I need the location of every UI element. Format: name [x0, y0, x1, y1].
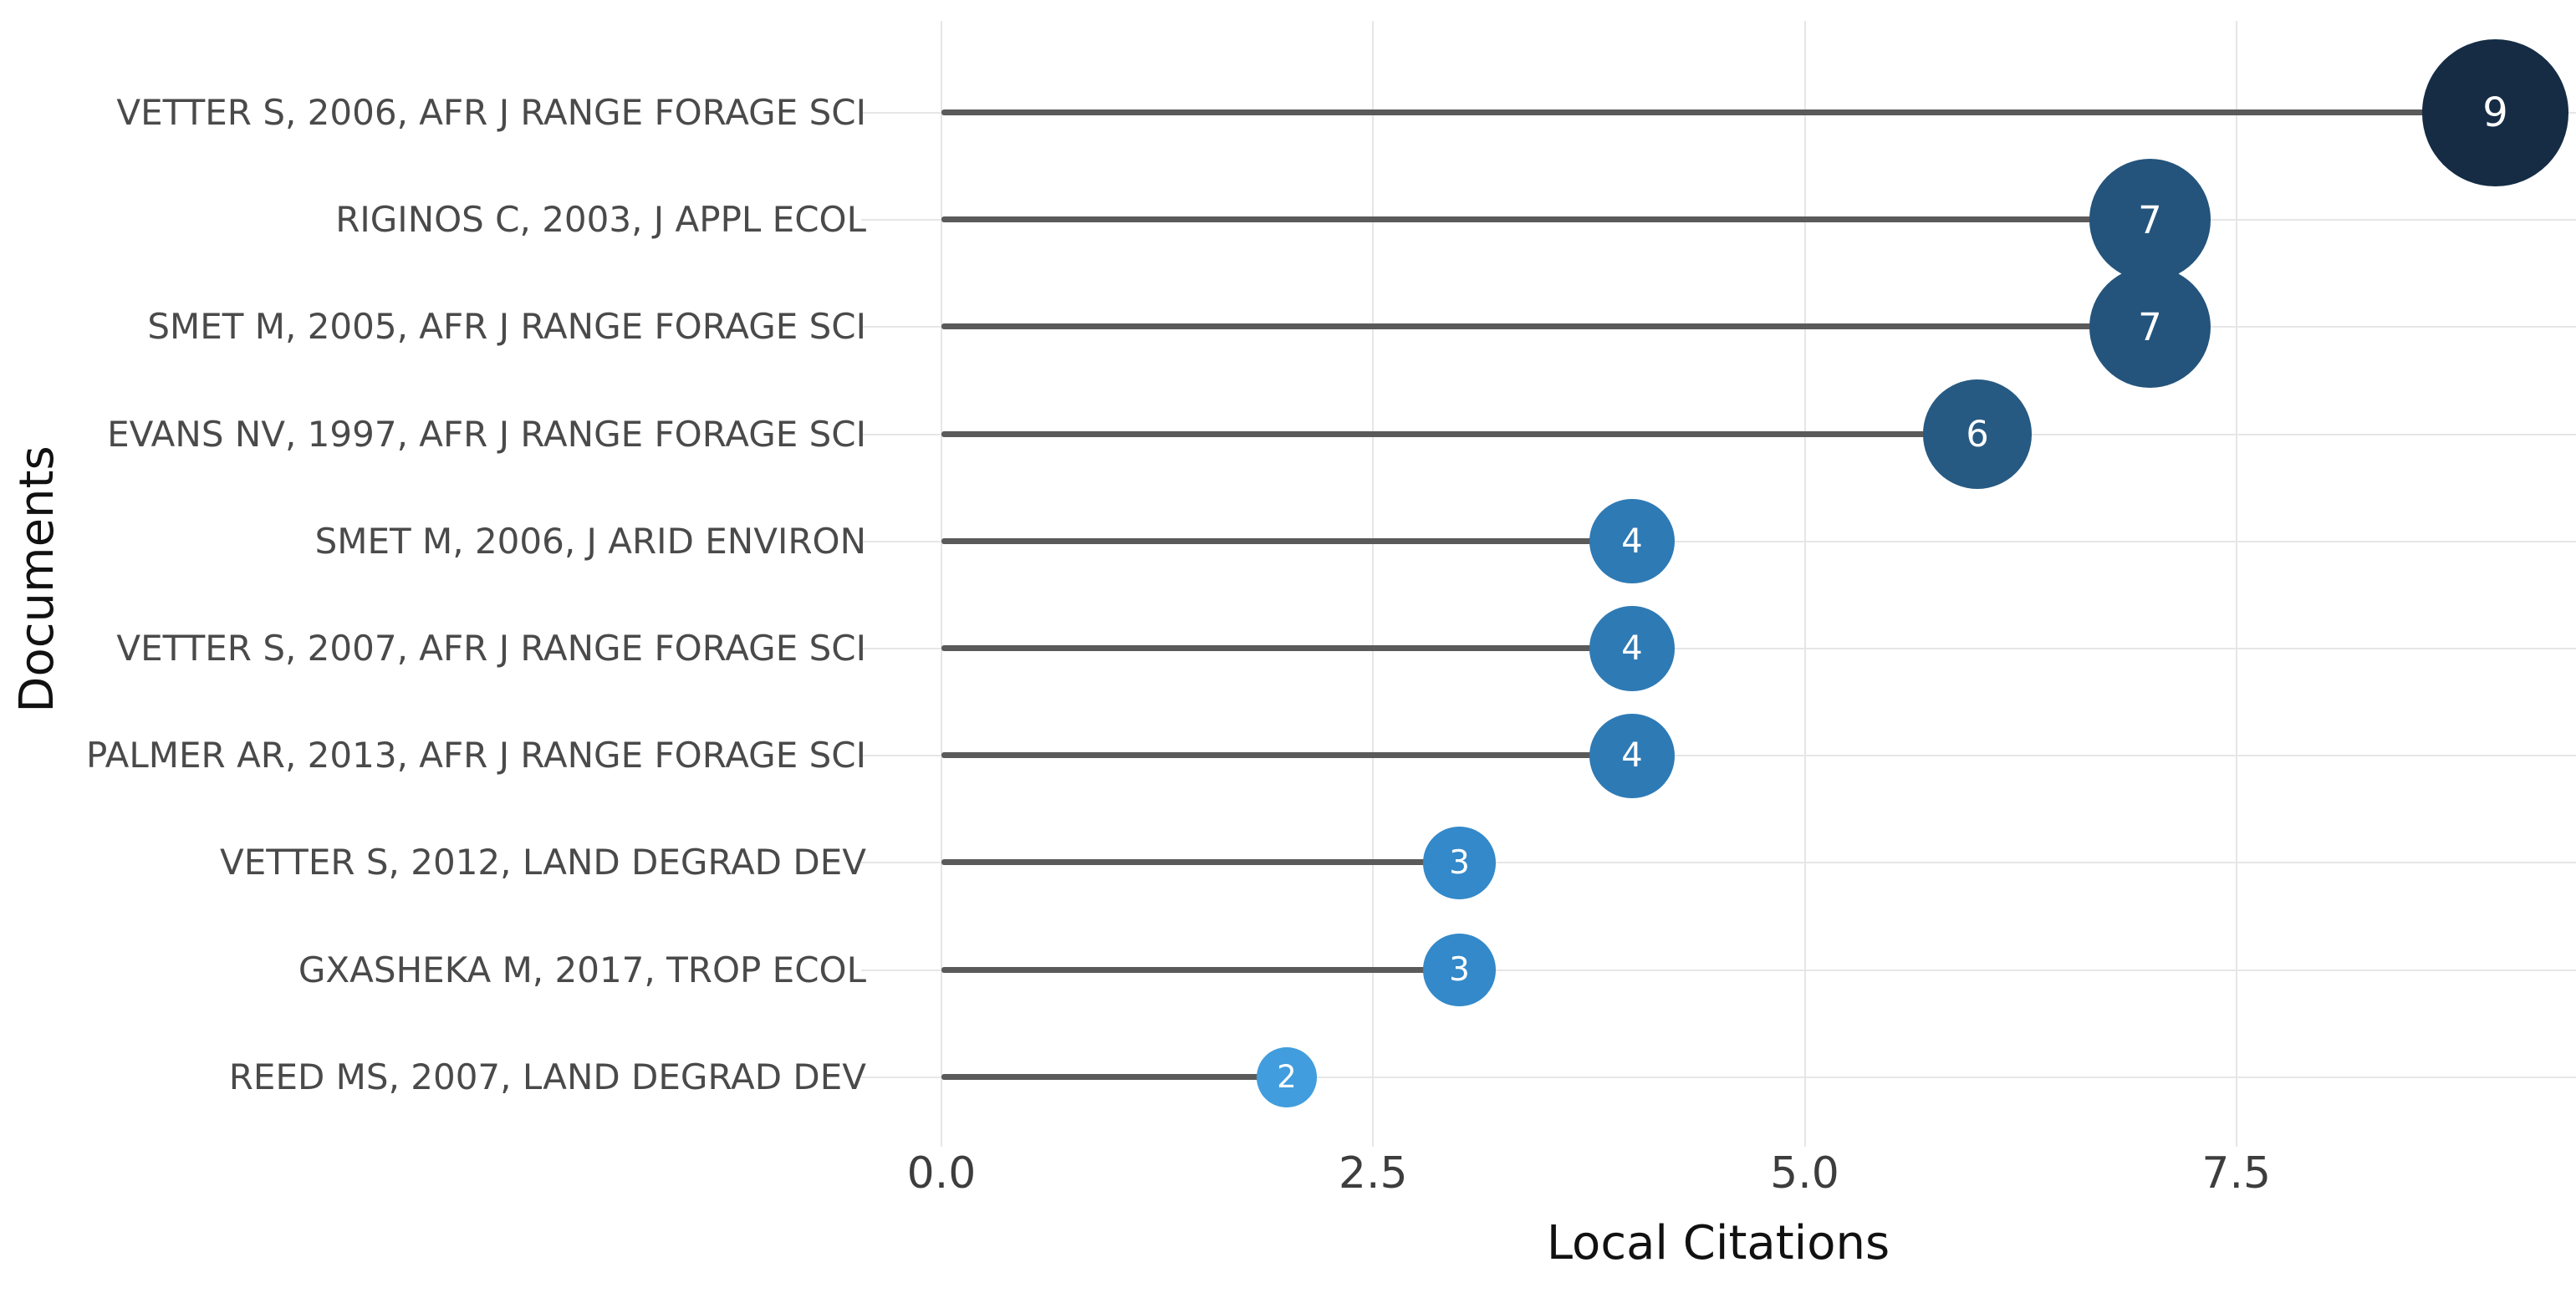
gridline-horizontal: [861, 969, 2576, 971]
data-point-value: 6: [1966, 413, 1989, 456]
data-point-value: 4: [1621, 522, 1643, 561]
data-point-circle[interactable]: 4: [1589, 713, 1675, 798]
data-point-circle[interactable]: 7: [2089, 159, 2211, 281]
gridline-horizontal: [861, 1076, 2576, 1078]
gridline-vertical: [1803, 21, 1806, 1147]
data-point-value: 7: [2138, 197, 2162, 242]
stem: [941, 1073, 1287, 1080]
data-point-circle[interactable]: 2: [1257, 1047, 1317, 1107]
gridline-horizontal: [861, 540, 2576, 542]
x-axis-title: Local Citations: [1546, 1216, 1890, 1270]
stem: [941, 109, 2496, 115]
data-point-circle[interactable]: 3: [1423, 827, 1496, 899]
y-axis-label: SMET M, 2005, AFR J RANGE FORAGE SCI: [147, 306, 866, 348]
data-point-value: 9: [2482, 89, 2508, 136]
gridline-vertical: [1372, 21, 1375, 1147]
data-point-circle[interactable]: 3: [1423, 934, 1496, 1006]
y-axis-label: PALMER AR, 2013, AFR J RANGE FORAGE SCI: [85, 735, 866, 776]
y-axis-label: RIGINOS C, 2003, J APPL ECOL: [335, 199, 866, 241]
data-point-value: 7: [2138, 304, 2162, 349]
x-tick-label: 7.5: [2201, 1148, 2272, 1199]
y-axis-title: Documents: [10, 445, 64, 713]
gridline-vertical: [941, 21, 942, 1147]
data-point-value: 4: [1621, 629, 1643, 668]
data-point-value: 4: [1621, 736, 1643, 776]
x-tick-label: 5.0: [1770, 1148, 1839, 1199]
y-axis-label: SMET M, 2006, J ARID ENVIRON: [314, 520, 866, 562]
stem: [941, 216, 2150, 223]
y-axis-label: VETTER S, 2012, LAND DEGRAD DEV: [219, 842, 866, 883]
data-point-circle[interactable]: 4: [1589, 606, 1675, 691]
y-axis-label: VETTER S, 2007, AFR J RANGE FORAGE SCI: [116, 628, 866, 669]
y-axis-label: GXASHEKA M, 2017, TROP ECOL: [298, 949, 866, 990]
data-point-circle[interactable]: 7: [2089, 266, 2211, 389]
stem: [941, 537, 1632, 544]
gridline-horizontal: [861, 862, 2576, 864]
x-tick-label: 0.0: [906, 1148, 977, 1199]
y-axis-label: REED MS, 2007, LAND DEGRAD DEV: [228, 1056, 866, 1097]
data-point-value: 2: [1277, 1059, 1297, 1096]
y-axis-label: EVANS NV, 1997, AFR J RANGE FORAGE SCI: [107, 413, 866, 455]
data-point-circle[interactable]: 9: [2421, 39, 2569, 186]
data-point-circle[interactable]: 6: [1922, 379, 2033, 489]
gridline-vertical: [2235, 21, 2237, 1147]
stem: [941, 430, 1977, 437]
data-point-value: 3: [1449, 843, 1470, 882]
gridline-horizontal: [861, 648, 2576, 649]
stem: [941, 323, 2150, 330]
data-point-circle[interactable]: 4: [1589, 499, 1675, 584]
stem: [941, 645, 1632, 651]
y-axis-label: VETTER S, 2006, AFR J RANGE FORAGE SCI: [116, 92, 866, 133]
gridline-horizontal: [861, 755, 2576, 757]
x-tick-label: 2.5: [1338, 1148, 1408, 1199]
stem: [941, 752, 1632, 759]
stem: [941, 966, 1460, 973]
data-point-value: 3: [1449, 951, 1470, 990]
stem: [941, 859, 1460, 866]
